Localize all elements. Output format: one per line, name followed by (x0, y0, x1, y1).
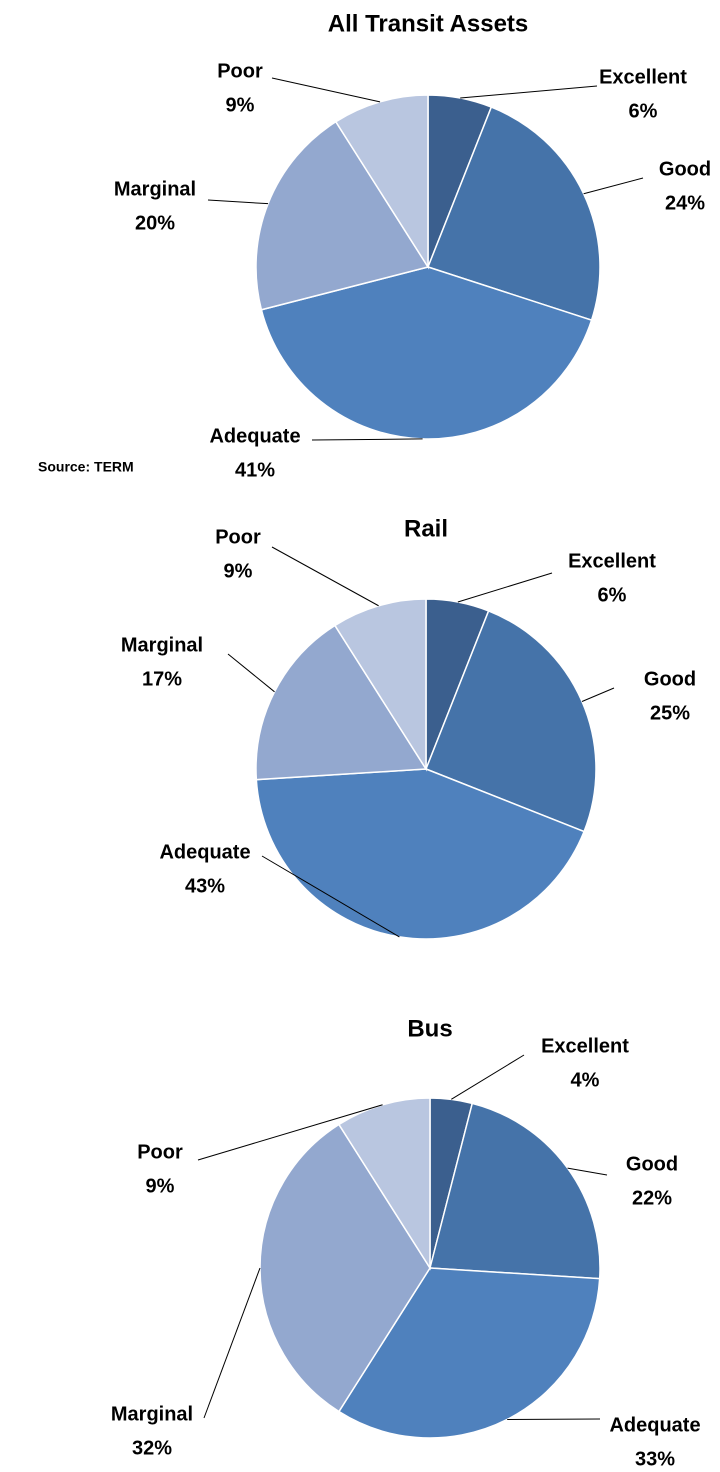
value-label: 20% (135, 212, 175, 234)
value-label: 24% (665, 192, 705, 214)
pie-slice (337, 1097, 431, 1271)
value-label: 43% (185, 875, 225, 897)
leader-line (203, 1267, 261, 1419)
pie-slice (333, 598, 427, 772)
value-label: 6% (598, 584, 627, 606)
slice-label: Poor (217, 60, 263, 82)
slice-label: Excellent (568, 550, 656, 572)
leader-line (227, 653, 275, 693)
leader-line (581, 687, 615, 702)
value-label: 9% (146, 1175, 175, 1197)
pie-slice (260, 266, 593, 440)
slice-label: Poor (215, 526, 261, 548)
leader-line (271, 77, 381, 103)
slice-label: Marginal (121, 634, 203, 656)
leader-line (460, 85, 598, 99)
leader-line (451, 1054, 525, 1100)
chart-title: Rail (404, 515, 448, 542)
slice-label: Excellent (541, 1035, 629, 1057)
value-label: 4% (571, 1069, 600, 1091)
source-note: Source: TERM (38, 459, 134, 475)
slice-label: Excellent (599, 66, 687, 88)
value-label: 17% (142, 668, 182, 690)
pie-slice (255, 120, 430, 311)
value-label: 33% (635, 1448, 675, 1470)
leader-line (583, 177, 644, 195)
pie-slice (255, 624, 428, 781)
leader-line (207, 199, 269, 205)
slice-label: Good (659, 158, 711, 180)
pie-slice (337, 1267, 601, 1439)
slice-label: Good (626, 1153, 678, 1175)
slice-label: Adequate (609, 1414, 700, 1436)
slice-label: Adequate (159, 841, 250, 863)
value-label: 9% (226, 94, 255, 116)
value-label: 41% (235, 459, 275, 481)
leader-line (567, 1167, 608, 1176)
slice-label: Marginal (114, 178, 196, 200)
leader-line (261, 855, 400, 938)
slice-label: Marginal (111, 1403, 193, 1425)
value-label: 22% (632, 1187, 672, 1209)
slice-label: Poor (137, 1141, 183, 1163)
chart-title: Bus (407, 1015, 452, 1042)
slice-label: Adequate (209, 425, 300, 447)
pie-slice (334, 94, 429, 270)
leader-line (311, 438, 423, 441)
leader-line (197, 1104, 383, 1161)
leader-line (457, 572, 553, 603)
value-label: 6% (629, 100, 658, 122)
value-label: 9% (224, 560, 253, 582)
chart-title: All Transit Assets (328, 10, 529, 37)
pie-slice (429, 1102, 601, 1280)
value-label: 25% (650, 702, 690, 724)
slice-label: Good (644, 668, 696, 690)
value-label: 32% (132, 1437, 172, 1459)
leader-line (271, 546, 379, 607)
pie-slice (425, 609, 597, 833)
